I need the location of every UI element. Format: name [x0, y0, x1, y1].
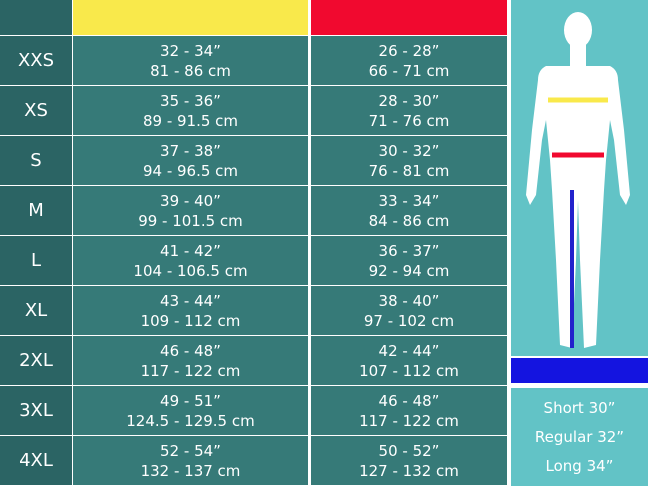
chest-cell: 35 - 36” 89 - 91.5 cm — [73, 86, 308, 135]
waist-text: 97 - 102 cm — [363, 311, 455, 330]
waist-cell: 42 - 44” 107 - 112 cm — [311, 336, 507, 385]
inseam-text: Long 34” — [545, 456, 614, 475]
inseam-text: Regular 32” — [534, 427, 625, 446]
chest-text: 32 - 34” — [160, 41, 221, 60]
waist-cell: 38 - 40” 97 - 102 cm — [311, 286, 507, 335]
size-cell: 3XL — [0, 386, 72, 435]
size-cell: 4XL — [0, 436, 72, 485]
chest-text: 132 - 137 cm — [140, 461, 241, 480]
waist-text: 66 - 71 cm — [368, 61, 450, 80]
size-cell: 2XL — [0, 336, 72, 385]
chest-text: 104 - 106.5 cm — [133, 261, 248, 280]
waist-cell: 33 - 34” 84 - 86 cm — [311, 186, 507, 235]
waist-text: 107 - 112 cm — [359, 361, 459, 380]
size-cell: M — [0, 186, 72, 235]
chest-header — [73, 0, 308, 35]
waist-text: 71 - 76 cm — [368, 111, 450, 130]
size-label: XXS — [17, 49, 55, 71]
chest-text: 39 - 40” — [160, 191, 221, 210]
waist-text: 127 - 132 cm — [359, 461, 459, 480]
chest-cell: 39 - 40” 99 - 101.5 cm — [73, 186, 308, 235]
inseam-text: Short 30” — [543, 399, 616, 418]
chest-text: 109 - 112 cm — [140, 311, 241, 330]
size-cell: XS — [0, 86, 72, 135]
waist-text: 28 - 30” — [378, 91, 440, 110]
size-label: 3XL — [19, 399, 53, 421]
size-label: M — [28, 199, 44, 221]
chest-cell: 52 - 54” 132 - 137 cm — [73, 436, 308, 485]
chest-text: 43 - 44” — [160, 291, 221, 310]
size-label: XL — [24, 299, 48, 321]
chest-text: 37 - 38” — [160, 141, 221, 160]
size-cell: XL — [0, 286, 72, 335]
chest-text: 52 - 54” — [160, 441, 221, 460]
chest-text: 99 - 101.5 cm — [138, 211, 243, 230]
waist-cell: 26 - 28” 66 - 71 cm — [311, 36, 507, 85]
waist-cell: 36 - 37” 92 - 94 cm — [311, 236, 507, 285]
waist-text: 36 - 37” — [378, 241, 440, 260]
waist-text: 84 - 86 cm — [368, 211, 450, 230]
waist-header — [311, 0, 507, 35]
waist-text: 38 - 40” — [378, 291, 440, 310]
chest-text: 46 - 48” — [160, 341, 221, 360]
chest-text: 94 - 96.5 cm — [142, 161, 239, 180]
waist-cell: 28 - 30” 71 - 76 cm — [311, 86, 507, 135]
waist-cell: 46 - 48” 117 - 122 cm — [311, 386, 507, 435]
size-label: XS — [24, 99, 48, 121]
chest-cell: 46 - 48” 117 - 122 cm — [73, 336, 308, 385]
chest-text: 41 - 42” — [160, 241, 221, 260]
waist-text: 26 - 28” — [378, 41, 440, 60]
waist-cell: 50 - 52” 127 - 132 cm — [311, 436, 507, 485]
size-cell: S — [0, 136, 72, 185]
waist-text: 92 - 94 cm — [368, 261, 450, 280]
waist-text: 46 - 48” — [378, 391, 440, 410]
waist-text: 117 - 122 cm — [359, 411, 459, 430]
body-figure — [511, 0, 648, 356]
waist-text: 76 - 81 cm — [368, 161, 450, 180]
chest-cell: 49 - 51” 124.5 - 129.5 cm — [73, 386, 308, 435]
chest-cell: 43 - 44” 109 - 112 cm — [73, 286, 308, 335]
chest-text: 49 - 51” — [160, 391, 221, 410]
waist-text: 50 - 52” — [378, 441, 440, 460]
chest-cell: 41 - 42” 104 - 106.5 cm — [73, 236, 308, 285]
waist-text: 30 - 32” — [378, 141, 440, 160]
inseam-header — [511, 358, 648, 383]
chest-text: 81 - 86 cm — [150, 61, 231, 80]
chest-cell: 32 - 34” 81 - 86 cm — [73, 36, 308, 85]
waist-cell: 30 - 32” 76 - 81 cm — [311, 136, 507, 185]
size-label: 2XL — [19, 349, 53, 371]
inseam-box: Short 30” Regular 32” Long 34” — [511, 388, 648, 486]
size-label: L — [30, 249, 42, 271]
header-corner — [0, 0, 72, 35]
chest-text: 89 - 91.5 cm — [142, 111, 239, 130]
waist-text: 33 - 34” — [378, 191, 440, 210]
chest-cell: 37 - 38” 94 - 96.5 cm — [73, 136, 308, 185]
waist-text: 42 - 44” — [378, 341, 440, 360]
size-cell: L — [0, 236, 72, 285]
chest-text: 117 - 122 cm — [140, 361, 241, 380]
size-cell: XXS — [0, 36, 72, 85]
chest-text: 124.5 - 129.5 cm — [126, 411, 255, 430]
size-label: S — [30, 149, 42, 171]
size-label: 4XL — [19, 449, 53, 471]
chest-text: 35 - 36” — [160, 91, 221, 110]
